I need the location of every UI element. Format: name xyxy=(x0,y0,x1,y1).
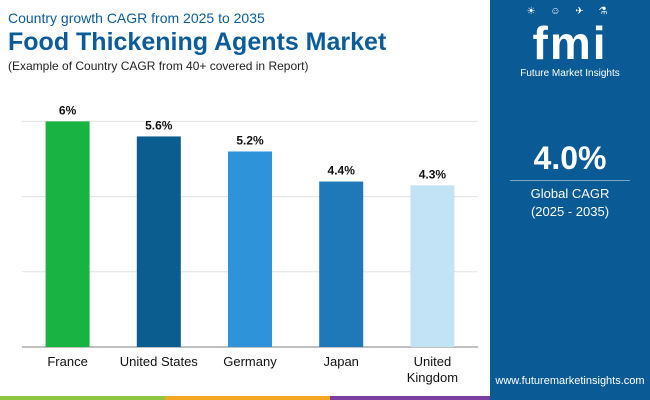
data-label: 5.6% xyxy=(145,118,173,132)
category-label: Germany xyxy=(223,354,277,369)
divider xyxy=(510,180,630,181)
global-cagr-period: (2025 - 2035) xyxy=(530,204,610,219)
data-label: 5.2% xyxy=(236,133,264,147)
global-cagr-value: 4.0% xyxy=(533,140,607,176)
strip-segment xyxy=(0,396,165,400)
category-label: France xyxy=(47,354,87,369)
chart-labels: 6% France 5.6% United States 5.2% Germany 4.4%… xyxy=(47,103,458,385)
strip-segment xyxy=(330,396,490,400)
brand-name: Future Market Insights xyxy=(520,68,620,79)
category-label: United xyxy=(414,354,452,369)
chart-subtitle: Country growth CAGR from 2025 to 2035 xyxy=(8,10,265,26)
logo-letters: fmi xyxy=(532,17,608,69)
side-panel: ☀ ☺ ✈ ⚗ fmi Future Market Insights 4.0% … xyxy=(490,0,650,400)
chart-note: (Example of Country CAGR from 40+ covere… xyxy=(8,59,309,73)
global-cagr-label: Global CAGR xyxy=(530,186,610,201)
category-label: Japan xyxy=(323,354,358,369)
data-label: 6% xyxy=(59,103,77,117)
bar-chart: 6% France 5.6% United States 5.2% Germany 4.4%… xyxy=(22,103,478,385)
data-label: 4.4% xyxy=(328,164,356,178)
bar-japan xyxy=(319,181,364,347)
data-label: 4.3% xyxy=(419,167,447,181)
website-link[interactable]: www.futuremarketinsights.com xyxy=(495,375,645,387)
category-label: United States xyxy=(120,354,199,369)
chart-bars xyxy=(45,121,455,348)
bar-united-kingdom xyxy=(410,185,455,347)
bar-germany xyxy=(228,151,272,347)
bar-united-states xyxy=(136,136,181,347)
chart-header: Country growth CAGR from 2025 to 2035 Fo… xyxy=(8,4,488,74)
strip-segment xyxy=(165,396,330,400)
bottom-color-strip xyxy=(0,396,490,400)
chart-title: Food Thickening Agents Market xyxy=(8,28,387,56)
bar-france xyxy=(45,121,90,348)
logo-icons: ☀ ☺ ✈ ⚗ xyxy=(526,6,614,17)
category-label: Kingdom xyxy=(407,370,458,385)
fmi-logo: ☀ ☺ ✈ ⚗ fmi Future Market Insights xyxy=(490,6,650,80)
